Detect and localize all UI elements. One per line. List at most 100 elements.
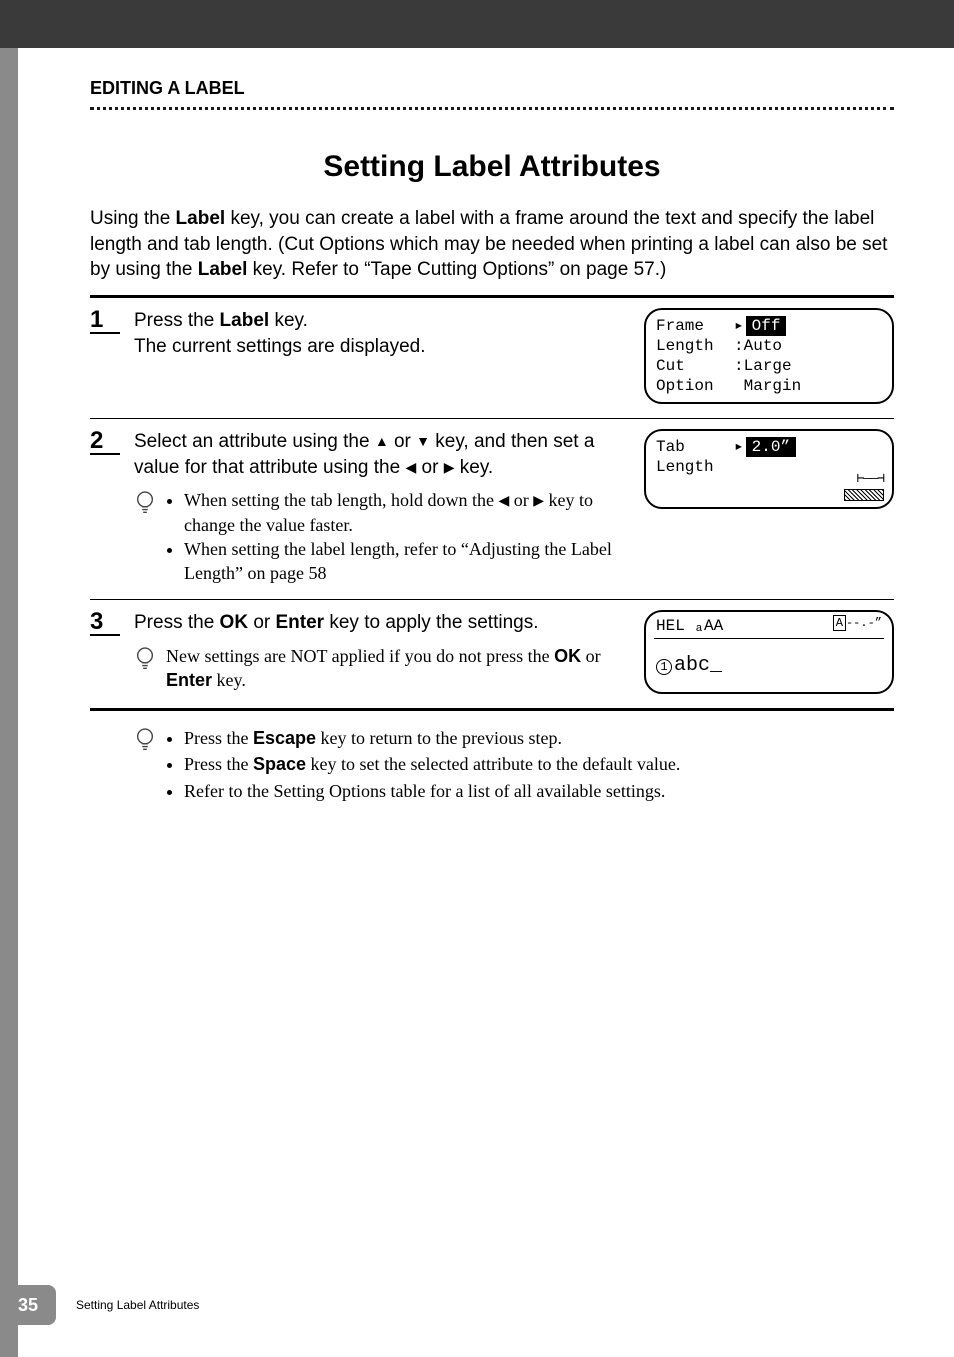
lcd-value: Large	[744, 356, 792, 376]
lcd-label: Length	[656, 457, 734, 477]
lcd-screen-2: Tab▸ 2.0” Length ⊢——⊣	[644, 429, 894, 509]
up-icon: ▲	[375, 432, 389, 451]
step-2-text: Select an attribute using the ▲ or ▼ key…	[134, 429, 630, 585]
t: Enter	[166, 670, 212, 690]
left-icon: ◀	[405, 458, 416, 477]
lcd3-top-left: HEL ₐAA	[656, 616, 723, 636]
t: Enter	[276, 612, 325, 633]
t: key to return to the previous step.	[316, 728, 562, 748]
t: Space	[253, 754, 306, 774]
t: The current settings are displayed.	[134, 336, 426, 357]
t: or	[509, 490, 533, 510]
t: Select an attribute using the	[134, 431, 375, 452]
page-title: Setting Label Attributes	[90, 150, 894, 184]
bulb-icon	[134, 490, 156, 526]
rule	[90, 418, 894, 419]
lcd-label: Frame	[656, 316, 734, 336]
step-1: 1 Press the Label key. The current setti…	[90, 302, 894, 414]
left-icon: ◀	[498, 493, 509, 512]
lcd-screen-1: Frame▸Off Length: Auto Cut: Large Option…	[644, 308, 894, 404]
t: Press the	[184, 754, 253, 774]
right-icon: ▶	[444, 458, 455, 477]
intro-text: key. Refer to “Tape Cutting Options” on …	[247, 259, 666, 280]
step-number: 2	[90, 429, 120, 455]
lcd-sep: :	[734, 356, 744, 376]
t: When setting the tab length, hold down t…	[184, 490, 498, 510]
intro-text: Using the	[90, 208, 176, 229]
lcd-sep	[734, 376, 744, 396]
bulb-icon	[134, 727, 156, 760]
lcd-arrow: ▸	[734, 316, 744, 336]
step-3: 3 Press the OK or Enter key to apply the…	[90, 604, 894, 704]
lcd-label: Option	[656, 376, 734, 396]
section-title: EDITING A LABEL	[90, 78, 894, 99]
t: key.	[212, 670, 246, 690]
rule	[90, 599, 894, 600]
rule	[90, 708, 894, 711]
tip-text: New settings are NOT applied if you do n…	[166, 644, 630, 693]
t: OK	[554, 646, 581, 666]
t: or	[248, 612, 275, 633]
t: or	[581, 646, 601, 666]
page-content: EDITING A LABEL Setting Label Attributes…	[0, 48, 954, 804]
lcd2-hatch	[844, 489, 884, 501]
lcd-value-selected: 2.0”	[746, 437, 796, 457]
top-header-bar	[0, 0, 954, 48]
lcd3-body: 1abc_	[654, 649, 884, 684]
lcd-value: Auto	[744, 336, 782, 356]
lcd3-dash: --.-”	[846, 616, 882, 630]
lcd3-text: abc_	[674, 654, 722, 677]
t: Press the	[184, 728, 253, 748]
lcd-label: Cut	[656, 356, 734, 376]
tip-row: When setting the tab length, hold down t…	[134, 488, 630, 585]
intro-bold: Label	[198, 259, 248, 280]
dotted-divider	[90, 107, 894, 110]
intro-bold: Label	[176, 208, 226, 229]
footer-tip: Press the Space key to set the selected …	[184, 751, 680, 777]
t: key.	[454, 457, 493, 478]
intro-paragraph: Using the Label key, you can create a la…	[90, 206, 894, 283]
t: Label	[220, 310, 270, 331]
page-footer-text: Setting Label Attributes	[76, 1298, 199, 1312]
lcd-value-selected: Off	[746, 316, 787, 336]
lcd2-marker: ⊢——⊣	[857, 471, 884, 487]
lcd-sep: :	[734, 336, 744, 356]
step-number: 1	[90, 308, 120, 334]
t: or	[416, 457, 443, 478]
side-strip	[0, 48, 18, 1357]
t: OK	[220, 612, 249, 633]
lcd-label: Tab	[656, 437, 734, 457]
step-1-text: Press the Label key. The current setting…	[134, 308, 630, 359]
lcd3-line-num: 1	[656, 659, 672, 675]
step-3-text: Press the OK or Enter key to apply the s…	[134, 610, 630, 692]
page-number: 35	[0, 1285, 56, 1325]
right-icon: ▶	[533, 493, 544, 512]
section-header: EDITING A LABEL	[90, 78, 894, 110]
lcd3-a-box: A	[833, 615, 846, 631]
lcd-screen-3: HEL ₐAA A--.-” 1abc_	[644, 610, 894, 694]
rule	[90, 295, 894, 298]
tip-row: New settings are NOT applied if you do n…	[134, 644, 630, 693]
bulb-icon	[134, 646, 156, 682]
lcd2-extra: ⊢——⊣	[844, 471, 884, 501]
t: Press the	[134, 612, 220, 633]
t: key to set the selected attribute to the…	[306, 754, 680, 774]
page-footer: 35 Setting Label Attributes	[0, 1285, 199, 1325]
step-number: 3	[90, 610, 120, 636]
t: key to apply the settings.	[324, 612, 538, 633]
t: Escape	[253, 728, 316, 748]
lcd-label: Length	[656, 336, 734, 356]
step-2: 2 Select an attribute using the ▲ or ▼ k…	[90, 423, 894, 595]
footer-tips: Press the Escape key to return to the pr…	[90, 725, 894, 803]
tip-text: When setting the tab length, hold down t…	[166, 488, 630, 585]
lcd-value: Margin	[744, 376, 802, 396]
t: Press the	[134, 310, 220, 331]
t: key.	[269, 310, 308, 331]
footer-tip: Refer to the Setting Options table for a…	[184, 778, 680, 804]
t: or	[389, 431, 416, 452]
footer-tip: Press the Escape key to return to the pr…	[184, 725, 680, 751]
down-icon: ▼	[416, 432, 430, 451]
t: New settings are NOT applied if you do n…	[166, 646, 554, 666]
lcd-arrow: ▸	[734, 437, 744, 457]
tip-bullet: When setting the label length, refer to …	[184, 537, 630, 586]
